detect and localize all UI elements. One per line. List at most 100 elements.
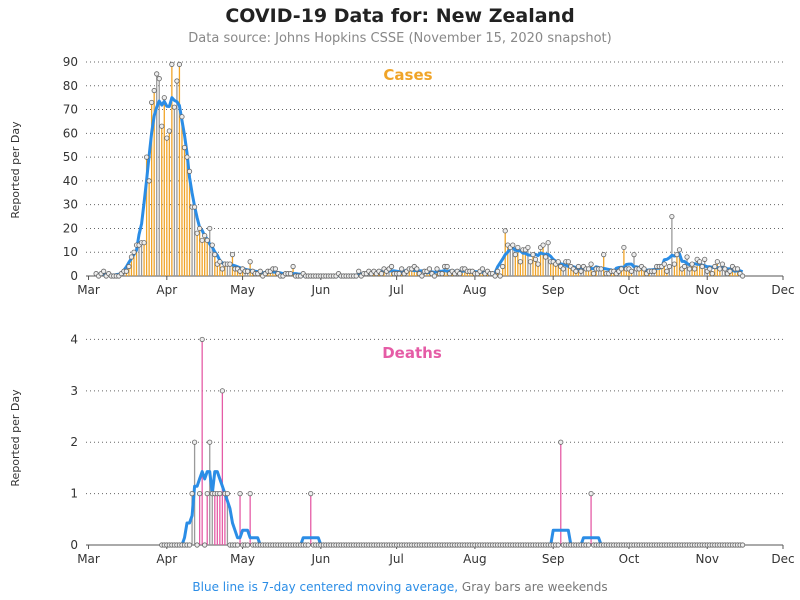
cases-point — [502, 228, 508, 234]
cases-point — [219, 266, 225, 272]
cases-point — [492, 273, 498, 279]
cases-point — [669, 213, 675, 220]
cases-point — [540, 242, 546, 248]
cases-point — [535, 261, 541, 267]
cases-panel: Cases Reported per Day 0 10 20 30 40 50 60 70 80… — [9, 55, 795, 297]
deaths-point — [204, 491, 210, 497]
cases-point — [156, 76, 162, 82]
cases-point — [727, 268, 733, 274]
cases-point — [212, 252, 218, 258]
cases-point — [575, 263, 582, 270]
cases-point — [530, 252, 536, 258]
x-tick-label: Jul — [388, 283, 403, 297]
cases-moving-average-line — [95, 96, 744, 278]
y-tick-label: 10 — [63, 245, 78, 259]
cases-point — [681, 263, 688, 270]
cases-point — [497, 273, 503, 279]
cases-point — [272, 266, 279, 272]
cases-point — [126, 263, 132, 270]
deaths-point — [189, 491, 195, 497]
cases-point — [174, 78, 180, 84]
deaths-point — [588, 491, 594, 497]
cases-point — [618, 266, 624, 272]
y-tick-label: 0 — [70, 269, 78, 283]
deaths-point — [197, 491, 203, 497]
cases-point — [717, 266, 723, 272]
chart-footer: Blue line is 7-day centered moving avera… — [0, 580, 800, 594]
cases-point — [151, 87, 157, 94]
cases-point — [184, 154, 190, 160]
footer-weekend-note: Gray bars are weekends — [458, 580, 608, 594]
cases-point — [598, 266, 604, 272]
cases-point — [161, 95, 167, 101]
deaths-panel-title: Deaths — [382, 344, 442, 362]
cases-point — [545, 240, 551, 246]
cases-point — [532, 256, 539, 262]
cases-point — [378, 271, 385, 277]
deaths-point — [247, 491, 253, 497]
cases-point — [621, 244, 627, 251]
cases-point — [707, 266, 713, 272]
cases-point — [396, 271, 402, 277]
cases-point — [527, 259, 534, 265]
cases-point — [290, 263, 296, 270]
cases-point — [692, 266, 698, 272]
deaths-point — [305, 542, 311, 548]
cases-point — [159, 123, 165, 129]
cases-point — [697, 259, 703, 265]
footer-moving-average-note: Blue line is 7-day centered moving avera… — [192, 580, 459, 594]
y-tick-label: 20 — [63, 221, 78, 235]
cases-point — [176, 61, 183, 67]
x-tick-label: Aug — [463, 552, 486, 566]
deaths-point — [191, 439, 198, 445]
cases-point — [123, 268, 130, 274]
cases-point — [722, 266, 728, 272]
cases-point — [512, 252, 518, 258]
cases-point — [197, 225, 203, 232]
deaths-point — [217, 491, 223, 497]
deaths-point — [739, 542, 746, 548]
x-tick-label: Mar — [77, 283, 100, 297]
cases-point — [207, 225, 213, 232]
x-tick-label: Oct — [619, 283, 640, 297]
cases-point — [666, 263, 672, 270]
cases-point — [588, 261, 594, 267]
deaths-point — [237, 491, 243, 497]
x-tick-label: Jul — [388, 552, 403, 566]
cases-point — [601, 252, 607, 258]
cases-point — [661, 261, 667, 267]
y-tick-label: 2 — [70, 435, 78, 449]
cases-point — [101, 268, 107, 274]
cases-point — [154, 71, 160, 77]
y-tick-label: 70 — [63, 103, 78, 117]
deaths-point — [199, 336, 205, 343]
cases-point — [479, 266, 486, 272]
cases-point — [444, 263, 450, 270]
x-tick-label: Apr — [156, 283, 177, 297]
x-tick-label: Dec — [771, 552, 794, 566]
cases-point — [709, 271, 715, 277]
x-tick-label: Nov — [696, 283, 719, 297]
deaths-point — [219, 388, 225, 394]
cases-point — [641, 266, 647, 272]
deaths-point — [234, 542, 241, 548]
cases-point — [719, 261, 725, 267]
cases-point — [388, 263, 395, 270]
cases-point — [431, 273, 438, 279]
cases-point — [439, 271, 445, 277]
cases-point — [714, 259, 720, 265]
cases-point — [712, 263, 718, 270]
cases-point — [128, 254, 135, 260]
x-tick-label: Jun — [310, 552, 330, 566]
x-tick-label: Mar — [77, 552, 100, 566]
deaths-y-axis-label: Reported per Day — [9, 389, 22, 487]
cases-point — [166, 128, 172, 134]
y-tick-label: 60 — [63, 126, 78, 140]
chart-title: COVID-19 Data for: New Zealand — [225, 5, 575, 27]
cases-point — [517, 259, 523, 265]
x-tick-label: Nov — [696, 552, 719, 566]
deaths-panel: Deaths Reported per Day 0 1 2 3 4 Mar Apr May Ju… — [9, 332, 795, 566]
x-tick-label: Jun — [310, 283, 330, 297]
cases-point — [686, 266, 693, 272]
